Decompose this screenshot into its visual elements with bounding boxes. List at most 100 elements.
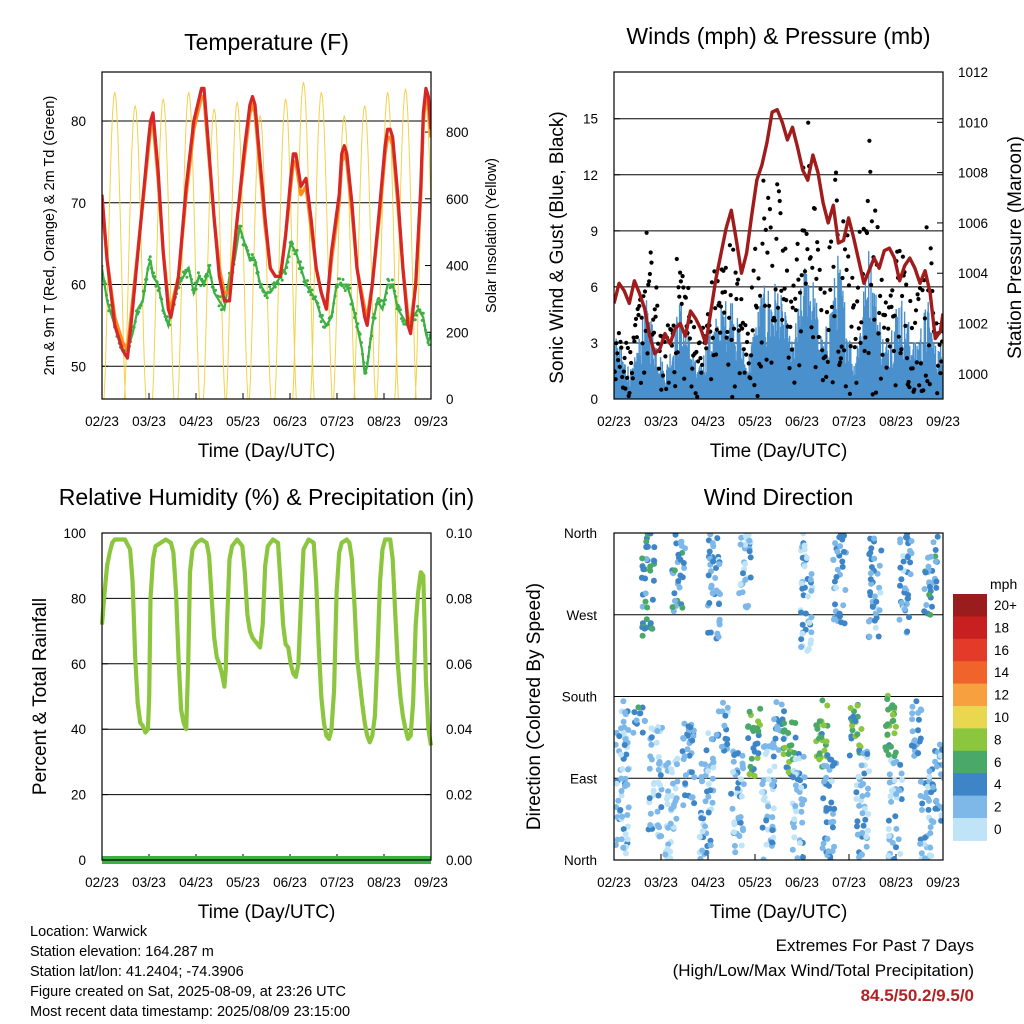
direction-cluster: [846, 701, 865, 759]
x-tick-label: 08/23: [367, 875, 401, 890]
direction-cluster: [614, 748, 633, 857]
plot-frame: [101, 532, 432, 861]
x-tick-label: 02/23: [597, 414, 631, 429]
plot-area: [102, 81, 431, 399]
x-tick-label: 04/23: [179, 875, 213, 890]
colorbar-label: 6: [994, 755, 1002, 770]
direction-cluster: [882, 692, 899, 760]
elevation-text: Station elevation: 164.287 m: [30, 944, 214, 960]
direction-cluster: [696, 730, 717, 860]
direction-cluster: [865, 535, 885, 641]
y-tick-label: 20: [71, 788, 86, 803]
direction-cluster: [813, 697, 831, 770]
y2-tick-label: 1000: [958, 367, 988, 382]
y-axis-label: Percent & Total Rainfall: [30, 598, 51, 795]
created-text: Figure created on Sat, 2025-08-09, at 23…: [30, 984, 346, 1000]
direction-cluster: [662, 755, 681, 860]
direction-cluster: [797, 533, 816, 654]
direction-cluster: [759, 740, 778, 860]
y-tick-label: 12: [583, 168, 598, 183]
x-axis-label: Time (Day/UTC): [198, 441, 336, 462]
y2-tick-label: 1004: [958, 266, 989, 281]
colorbar-label: 2: [994, 800, 1002, 815]
y2-tick-label: 800: [446, 125, 469, 140]
direction-cluster: [853, 748, 873, 860]
series-solar-insolation: [103, 81, 431, 399]
location-text: Location: Warwick: [30, 924, 148, 940]
x-tick-label: 09/23: [926, 875, 960, 890]
y2-tick-label: 200: [446, 325, 469, 340]
direction-cluster: [645, 724, 665, 840]
direction-cluster: [830, 533, 849, 627]
y2-tick-label: 1006: [958, 216, 988, 231]
extremes-title: Extremes For Past 7 Days: [775, 936, 974, 955]
x-tick-label: 02/23: [597, 875, 631, 890]
y-tick-label: 15: [583, 112, 598, 127]
y2-tick-label: 0.04: [446, 722, 473, 737]
y2-tick-label: 0.06: [446, 657, 472, 672]
x-tick-label: 07/23: [832, 875, 866, 890]
colorbar-label: 8: [994, 732, 1002, 747]
y-tick-label: 6: [590, 280, 598, 295]
plot-area: [100, 537, 433, 864]
plot-area: [614, 108, 943, 399]
x-tick-label: 07/23: [832, 414, 866, 429]
direction-cluster: [669, 533, 688, 615]
y-tick-label: 60: [71, 278, 86, 293]
y2-axis-label: Station Pressure (Maroon): [1005, 136, 1024, 359]
colorbar-swatch: [953, 638, 987, 662]
latlon-text: Station lat/lon: 41.2404; -74.3906: [30, 964, 244, 980]
y-tick-label: West: [566, 608, 597, 623]
y2-tick-label: 0.10: [446, 526, 472, 541]
y-axis-label: Direction (Colored By Speed): [524, 583, 545, 830]
plot-area: [614, 533, 943, 860]
x-tick-label: 03/23: [644, 875, 678, 890]
y-tick-label: North: [564, 526, 597, 541]
y-axis-label: Sonic Wind & Gust (Blue, Black): [547, 111, 568, 383]
x-tick-label: 04/23: [691, 875, 725, 890]
x-tick-label: 02/23: [85, 875, 119, 890]
colorbar-label: 0: [994, 822, 1002, 837]
direction-cluster: [614, 698, 632, 762]
colorbar-label: 10: [994, 710, 1009, 725]
direction-cluster: [679, 720, 698, 809]
y2-tick-label: 1012: [958, 65, 988, 80]
direction-cluster: [928, 741, 943, 825]
colorbar: mph 20+ 18 16 14 12 10 8 6 4 2 0: [953, 576, 1017, 841]
y-axis-label: 2m & 9m T (Red, Orange) & 2m Td (Green): [42, 96, 58, 376]
y2-tick-label: 400: [446, 259, 469, 274]
colorbar-swatch: [953, 773, 987, 797]
extremes-values: 84.5/50.2/9.5/0: [860, 986, 974, 1005]
y-tick-label: 70: [71, 196, 86, 211]
series-gust: [614, 120, 943, 399]
panel-4: Wind Direction Time (Day/UTC) 02/23 03/23 04…: [524, 484, 960, 923]
plot-frame: [613, 532, 944, 861]
colorbar-swatch: [953, 616, 987, 640]
direction-cluster: [736, 533, 754, 611]
x-tick-label: 05/23: [738, 875, 772, 890]
y2-tick-label: 1008: [958, 166, 988, 181]
x-tick-label: 06/23: [785, 875, 819, 890]
plot-frame: [613, 71, 944, 400]
panel-2: Winds (mph) & Pressure (mb) Time (Day/UTC…: [547, 23, 1024, 462]
chart-title: Winds (mph) & Pressure (mb): [626, 23, 930, 49]
chart-title: Temperature (F): [184, 29, 349, 55]
direction-cluster: [917, 766, 936, 860]
x-tick-label: 06/23: [273, 414, 307, 429]
station-info: Location: Warwick Station elevation: 164…: [30, 922, 350, 1022]
x-tick-label: 08/23: [367, 414, 401, 429]
direction-cluster: [630, 704, 648, 736]
colorbar-label: 16: [994, 643, 1009, 658]
colorbar-label: 12: [994, 688, 1009, 703]
y-tick-label: 50: [71, 359, 86, 374]
x-tick-label: 05/23: [226, 875, 260, 890]
x-tick-label: 05/23: [226, 414, 260, 429]
y-tick-label: 9: [590, 224, 598, 239]
x-tick-label: 09/23: [414, 414, 448, 429]
y-tick-label: 40: [71, 722, 86, 737]
direction-cluster: [789, 750, 808, 860]
y2-axis-label: Solar Insolation (Yellow): [484, 158, 500, 313]
y-tick-label: 80: [71, 591, 86, 606]
x-axis-label: Time (Day/UTC): [710, 441, 848, 462]
